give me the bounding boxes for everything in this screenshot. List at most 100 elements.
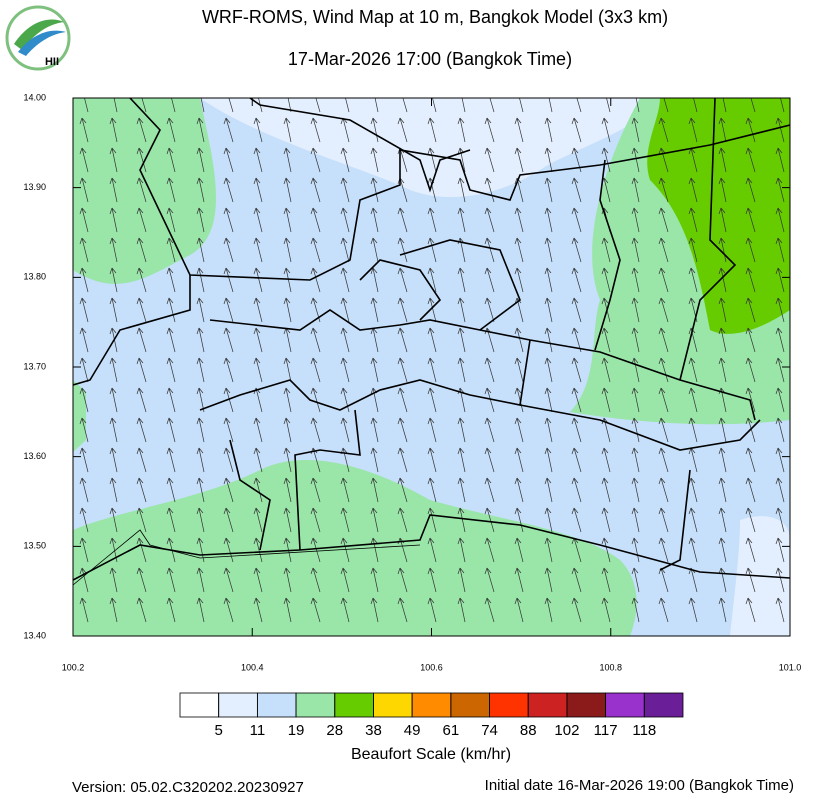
wind-arrow bbox=[775, 387, 785, 413]
logo-leaf bbox=[14, 19, 64, 50]
wind-arrow bbox=[223, 357, 234, 383]
wind-arrow bbox=[457, 507, 466, 533]
wind-arrow bbox=[484, 417, 495, 443]
wind-arrow bbox=[136, 267, 147, 293]
province-line bbox=[73, 275, 191, 386]
wind-arrow bbox=[166, 447, 176, 473]
wind-arrow bbox=[544, 117, 553, 143]
logo-text: HII bbox=[45, 56, 59, 68]
wind-arrow bbox=[514, 117, 524, 143]
wind-arrow bbox=[427, 267, 437, 293]
wind-arrow bbox=[606, 98, 611, 113]
map-area bbox=[73, 98, 790, 636]
wind-arrow bbox=[601, 567, 611, 593]
wind-arrow bbox=[658, 237, 669, 263]
wind-arrow bbox=[427, 387, 437, 413]
wind-arrow bbox=[166, 207, 176, 233]
wind-arrow bbox=[166, 357, 176, 383]
province-line bbox=[129, 98, 790, 281]
wind-arrow bbox=[718, 237, 727, 263]
wind-arrow bbox=[461, 98, 466, 113]
wind-arrow bbox=[340, 207, 350, 233]
wind-arrow bbox=[571, 267, 582, 293]
wind-arrow bbox=[397, 117, 408, 143]
wind-arrow bbox=[79, 597, 89, 623]
wind-arrow bbox=[484, 297, 495, 323]
wind-arrow bbox=[745, 447, 756, 473]
x-tick-label: 100.8 bbox=[599, 662, 622, 672]
wind-arrow bbox=[223, 477, 234, 503]
wind-arrow bbox=[571, 477, 582, 503]
wind-arrow bbox=[283, 297, 292, 323]
wind-arrow bbox=[340, 477, 350, 503]
wind-arrow bbox=[775, 297, 785, 323]
wind-arrow bbox=[775, 327, 785, 353]
wind-arrow bbox=[544, 597, 553, 623]
wind-arrow bbox=[745, 207, 756, 233]
wind-arrow bbox=[718, 297, 727, 323]
wind-arrow bbox=[718, 207, 727, 233]
wind-arrow bbox=[571, 387, 582, 413]
wind-arrow bbox=[514, 237, 524, 263]
wind-arrow bbox=[136, 147, 147, 173]
wind-arrow bbox=[253, 537, 263, 563]
wind-arrow bbox=[109, 357, 118, 383]
wind-arrow bbox=[79, 207, 89, 233]
wind-arrow bbox=[514, 567, 524, 593]
wind-arrow bbox=[745, 417, 756, 443]
wind-arrow bbox=[457, 477, 466, 503]
wind-arrow bbox=[223, 567, 234, 593]
colorbar-box bbox=[450, 692, 490, 718]
wind-arrow bbox=[688, 177, 698, 203]
wind-arrow bbox=[457, 117, 466, 143]
wind-arrow bbox=[397, 297, 408, 323]
wind-arrow bbox=[427, 297, 437, 323]
wind-arrow bbox=[544, 177, 553, 203]
wind-arrow bbox=[484, 357, 495, 383]
wind-arrow bbox=[223, 417, 234, 443]
wind-arrow bbox=[631, 207, 640, 233]
wind-arrow bbox=[253, 237, 263, 263]
district-line bbox=[519, 404, 761, 571]
wind-arrow bbox=[571, 447, 582, 473]
coastline bbox=[73, 514, 790, 581]
wind-arrow bbox=[457, 177, 466, 203]
wind-arrow bbox=[374, 98, 379, 113]
wind-arrow bbox=[253, 147, 263, 173]
wind-arrow bbox=[196, 357, 205, 383]
colorbar-tick-label: 74 bbox=[481, 722, 498, 739]
wind-arrow bbox=[283, 207, 292, 233]
wind-arrow bbox=[745, 297, 756, 323]
wind-arrow bbox=[397, 447, 408, 473]
wind-arrow bbox=[718, 597, 727, 623]
wind-arrow bbox=[544, 477, 553, 503]
colorbar-box bbox=[605, 692, 645, 718]
wind-arrow bbox=[223, 117, 234, 143]
wind-arrow bbox=[196, 207, 205, 233]
wind-arrow bbox=[253, 327, 263, 353]
wind-arrow bbox=[601, 447, 611, 473]
colorbar-tick-label: 11 bbox=[250, 722, 266, 739]
wind-arrow bbox=[601, 237, 611, 263]
wind-arrow bbox=[79, 357, 89, 383]
wind-arrow bbox=[340, 327, 350, 353]
wind-arrow bbox=[310, 267, 321, 293]
wind-arrow bbox=[370, 297, 379, 323]
wind-arrow bbox=[166, 507, 176, 533]
wind-arrow bbox=[196, 477, 205, 503]
wind-arrow bbox=[109, 237, 118, 263]
wind-arrow bbox=[253, 477, 263, 503]
wind-arrow bbox=[457, 267, 466, 293]
wind-arrow bbox=[109, 387, 118, 413]
wind-arrow bbox=[223, 147, 234, 173]
wind-arrow bbox=[571, 177, 582, 203]
colorbar-box bbox=[334, 692, 374, 718]
wind-arrow bbox=[166, 297, 176, 323]
wind-arrow bbox=[166, 477, 176, 503]
wind-arrow bbox=[109, 177, 118, 203]
wind-arrow bbox=[658, 537, 669, 563]
wind-arrow bbox=[370, 177, 379, 203]
wind-arrow bbox=[745, 327, 756, 353]
wind-arrow bbox=[658, 477, 669, 503]
